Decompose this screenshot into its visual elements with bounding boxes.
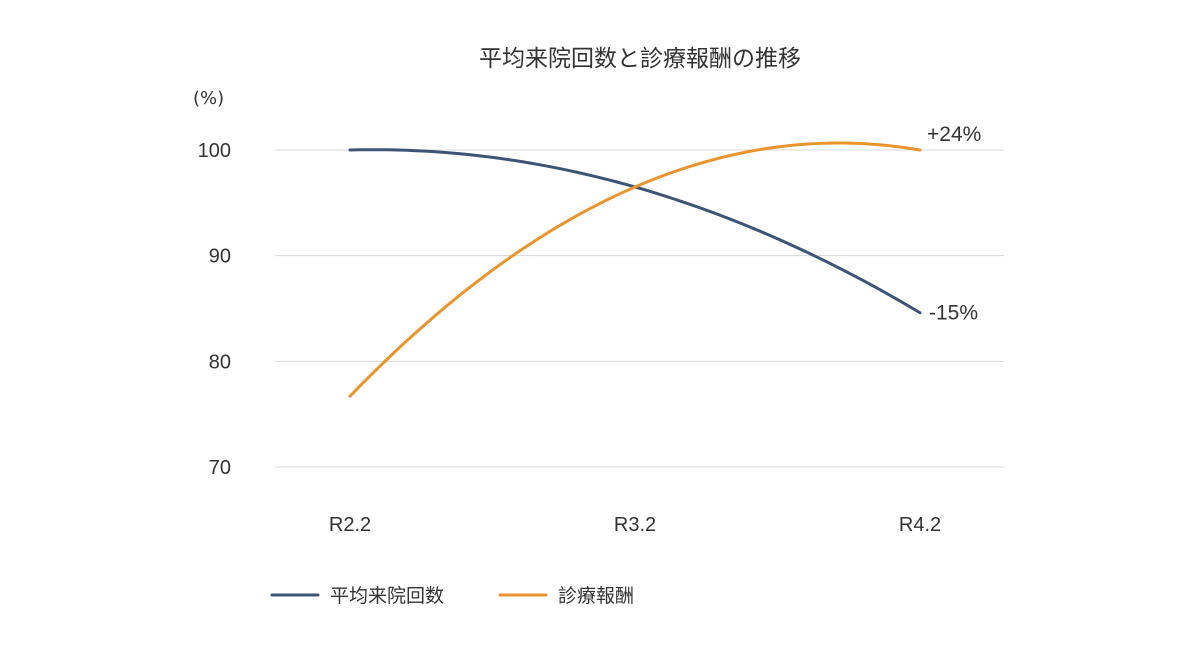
y-tick-label-70: 70 [209,457,231,479]
series-line-1 [348,141,922,398]
x-tick-label-R4.2: R4.2 [899,514,941,536]
chart-title: 平均来院回数と診療報酬の推移 [479,46,801,72]
x-axis-tick-labels: R2.2 R3.2 R4.2 [329,514,941,536]
legend: 平均来院回数 診療報酬 [270,585,634,607]
end-label-1: +24% [927,123,981,146]
y-tick-label-100: 100 [198,140,231,162]
series-line-0 [348,148,922,315]
end-value-labels: -15% +24% [927,123,981,325]
legend-label-1: 診療報酬 [558,585,634,607]
y-tick-label-80: 80 [209,351,231,373]
y-tick-label-90: 90 [209,246,231,268]
y-axis-tick-labels: 70 80 90 100 [198,140,231,479]
gridlines [275,149,1004,468]
series-lines [348,141,922,398]
x-tick-label-R2.2: R2.2 [329,514,371,536]
x-tick-label-R3.2: R3.2 [614,514,656,536]
legend-label-0: 平均来院回数 [330,585,444,607]
end-label-0: -15% [929,302,978,325]
y-axis-unit-label: (%) [193,88,224,109]
